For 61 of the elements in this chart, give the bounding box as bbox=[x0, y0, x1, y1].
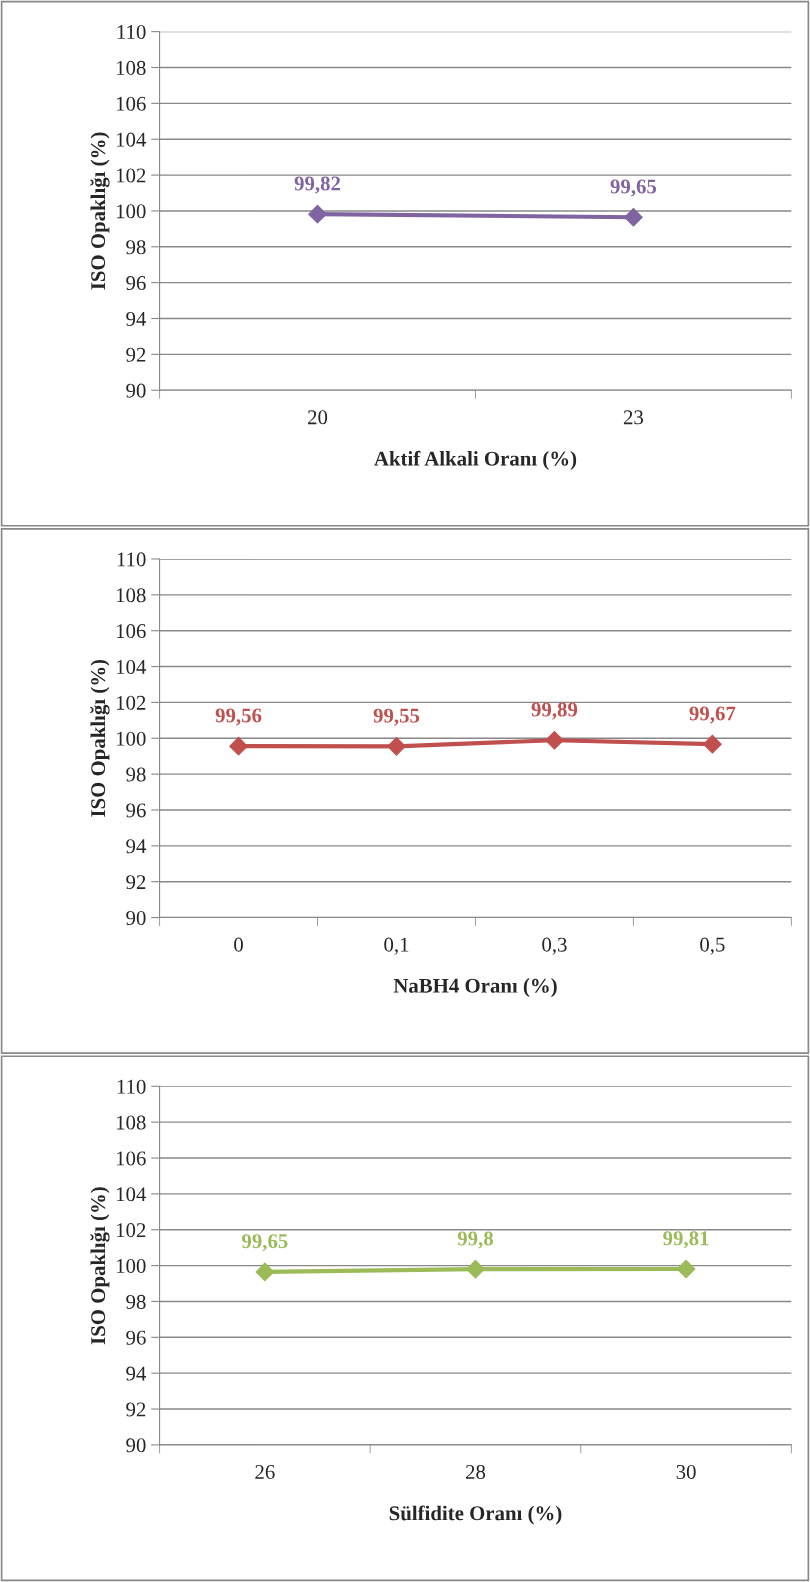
x-axis-title: NaBH4 Oranı (%) bbox=[393, 978, 557, 998]
y-tick-label: 102 bbox=[116, 695, 146, 710]
y-tick-label: 100 bbox=[116, 1258, 146, 1274]
y-tick-label: 102 bbox=[116, 168, 146, 183]
y-tick-label: 110 bbox=[117, 25, 146, 40]
y-tick-label: 92 bbox=[126, 347, 146, 362]
data-label: 99,56 bbox=[215, 708, 262, 726]
y-tick-label: 100 bbox=[116, 731, 146, 746]
data-label: 99,8 bbox=[457, 1231, 494, 1249]
y-tick-label: 94 bbox=[126, 839, 147, 854]
y-tick-label: 90 bbox=[126, 383, 146, 398]
y-tick-label: 110 bbox=[117, 1079, 146, 1094]
x-tick-label: 28 bbox=[465, 1464, 486, 1479]
point bbox=[545, 730, 564, 750]
point bbox=[387, 736, 406, 756]
data-label: 99,82 bbox=[294, 176, 341, 194]
data-label: 99,55 bbox=[373, 708, 420, 726]
point bbox=[229, 736, 248, 756]
x-tick-label: 23 bbox=[623, 410, 644, 425]
y-tick-label: 90 bbox=[126, 1438, 146, 1453]
y-tick-label: 94 bbox=[126, 311, 147, 326]
y-tick-label: 100 bbox=[116, 204, 146, 219]
data-label: 99,67 bbox=[689, 706, 736, 724]
point bbox=[703, 734, 722, 754]
y-tick-label: 108 bbox=[116, 60, 146, 75]
x-axis-title: Aktif Alkali Oranı (%) bbox=[374, 450, 577, 470]
x-tick-label: 30 bbox=[676, 1464, 696, 1479]
y-tick-label: 110 bbox=[117, 552, 146, 567]
x-tick-label: 0 bbox=[234, 937, 243, 952]
y-tick-label: 106 bbox=[116, 1151, 146, 1166]
y-tick-label: 108 bbox=[116, 588, 146, 603]
y-tick-label: 108 bbox=[116, 1115, 146, 1130]
y-tick-label: 92 bbox=[126, 1402, 146, 1417]
x-tick-label: 0,1 bbox=[384, 937, 409, 955]
y-tick-label: 98 bbox=[126, 1294, 146, 1309]
y-axis-title: ISO Opaklığı (%) bbox=[90, 659, 110, 817]
y-tick-label: 96 bbox=[126, 1330, 146, 1345]
y-tick-label: 98 bbox=[126, 240, 146, 255]
y-tick-label: 98 bbox=[126, 767, 146, 782]
y-tick-label: 96 bbox=[126, 803, 146, 818]
x-tick-label: 0,5 bbox=[700, 937, 725, 955]
y-tick-label: 92 bbox=[126, 875, 146, 890]
x-axis-title: Sülfidite Oranı (%) bbox=[389, 1505, 562, 1525]
x-tick-label: 0,3 bbox=[542, 937, 567, 955]
y-tick-label: 94 bbox=[126, 1366, 147, 1381]
y-tick-label: 90 bbox=[126, 910, 146, 925]
x-tick-label: 20 bbox=[308, 410, 328, 425]
y-tick-label: 104 bbox=[116, 659, 147, 674]
y-tick-label: 106 bbox=[116, 96, 146, 111]
y-axis-title: ISO Opaklığı (%) bbox=[90, 1187, 110, 1345]
y-tick-label: 102 bbox=[116, 1223, 146, 1238]
data-label: 99,65 bbox=[610, 179, 657, 197]
y-tick-label: 104 bbox=[116, 132, 147, 147]
data-label: 99,89 bbox=[531, 702, 578, 720]
x-tick-label: 26 bbox=[255, 1465, 275, 1479]
y-tick-label: 106 bbox=[116, 624, 146, 639]
y-axis-title: ISO Opaklığı (%) bbox=[90, 132, 110, 290]
y-tick-label: 96 bbox=[126, 276, 146, 291]
data-label: 99,81 bbox=[663, 1231, 709, 1249]
y-tick-label: 104 bbox=[116, 1187, 147, 1202]
data-label: 99,65 bbox=[242, 1234, 288, 1252]
